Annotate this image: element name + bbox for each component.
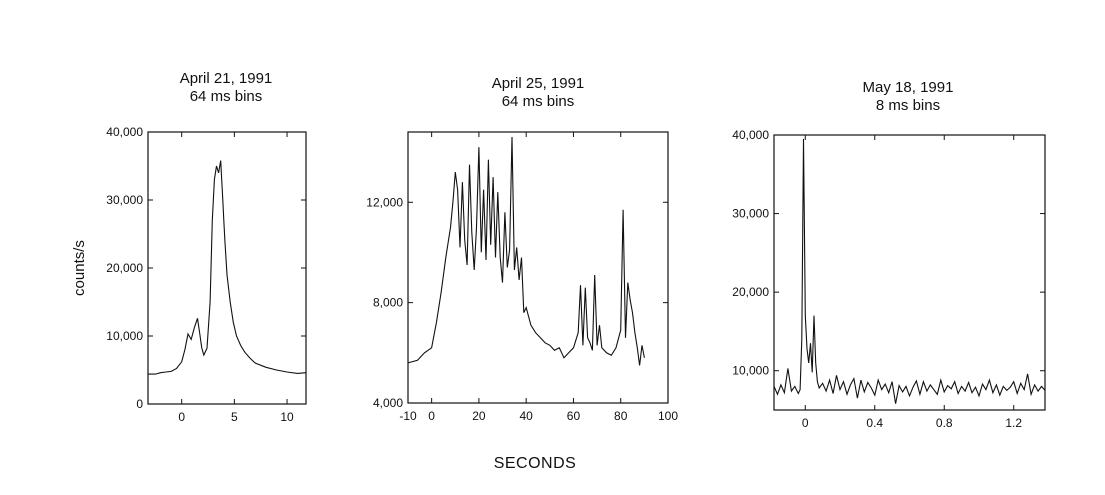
x-tick-label: 0.4	[866, 416, 883, 430]
y-tick-label: 40,000	[732, 128, 769, 142]
chart-title: May 18, 1991	[863, 79, 954, 96]
chart-panel-april-21: April 21, 1991 64 ms bins 0 5 10 0 10,000 20,…	[106, 70, 307, 424]
ticks-layer: 0 5 10 0 10,000 20,000 30,000 40,000	[106, 125, 306, 424]
y-tick-label: 8,000	[373, 296, 403, 310]
x-tick-label: 1.2	[1005, 416, 1022, 430]
chart-subtitle: 64 ms bins	[502, 93, 575, 110]
x-tick-label: 0.8	[936, 416, 953, 430]
x-tick-label: 60	[567, 409, 581, 423]
ticks-layer: 0 0.4 0.8 1.2 10,000 20,000 30,000 40,000	[732, 128, 1045, 430]
chart-title: April 21, 1991	[180, 70, 273, 87]
y-tick-label: 10,000	[106, 329, 143, 343]
y-tick-label: 0	[136, 397, 143, 411]
chart-panel-april-25: April 25, 1991 64 ms bins -10 0 20 40 60 80 10…	[366, 75, 678, 423]
y-axis-label: counts/s	[71, 240, 88, 296]
y-tick-label: 10,000	[732, 364, 769, 378]
chart-subtitle: 8 ms bins	[876, 97, 940, 114]
plot-frame	[773, 134, 1046, 411]
x-axis-label: SECONDS	[494, 455, 577, 472]
light-curve-line	[407, 136, 645, 366]
x-tick-label: 100	[658, 409, 678, 423]
x-tick-label: 5	[231, 410, 238, 424]
x-tick-label: 0	[802, 416, 809, 430]
plot-frame	[407, 131, 669, 404]
y-tick-label: 4,000	[373, 396, 403, 410]
light-curve-line	[148, 160, 307, 375]
x-tick-label: 20	[472, 409, 486, 423]
y-tick-label: 20,000	[732, 285, 769, 299]
chart-panel-may-18: May 18, 1991 8 ms bins 0 0.4 0.8 1.2 10,000 2…	[732, 79, 1046, 430]
x-tick-label: 0	[178, 410, 185, 424]
light-curve-line	[773, 138, 1046, 404]
y-tick-label: 30,000	[106, 193, 143, 207]
x-tick-label: 80	[614, 409, 628, 423]
x-tick-label: 10	[280, 410, 294, 424]
x-tick-label: 40	[520, 409, 534, 423]
chart-title: April 25, 1991	[492, 75, 585, 92]
x-tick-label: 0	[428, 409, 435, 423]
y-tick-label: 12,000	[366, 195, 403, 209]
y-tick-label: 20,000	[106, 261, 143, 275]
x-tick-label: -10	[399, 409, 417, 423]
ticks-layer: -10 0 20 40 60 80 100 4,000 8,000 12,000	[366, 132, 678, 423]
y-tick-label: 30,000	[732, 207, 769, 221]
chart-subtitle: 64 ms bins	[190, 88, 263, 105]
y-tick-label: 40,000	[106, 125, 143, 139]
